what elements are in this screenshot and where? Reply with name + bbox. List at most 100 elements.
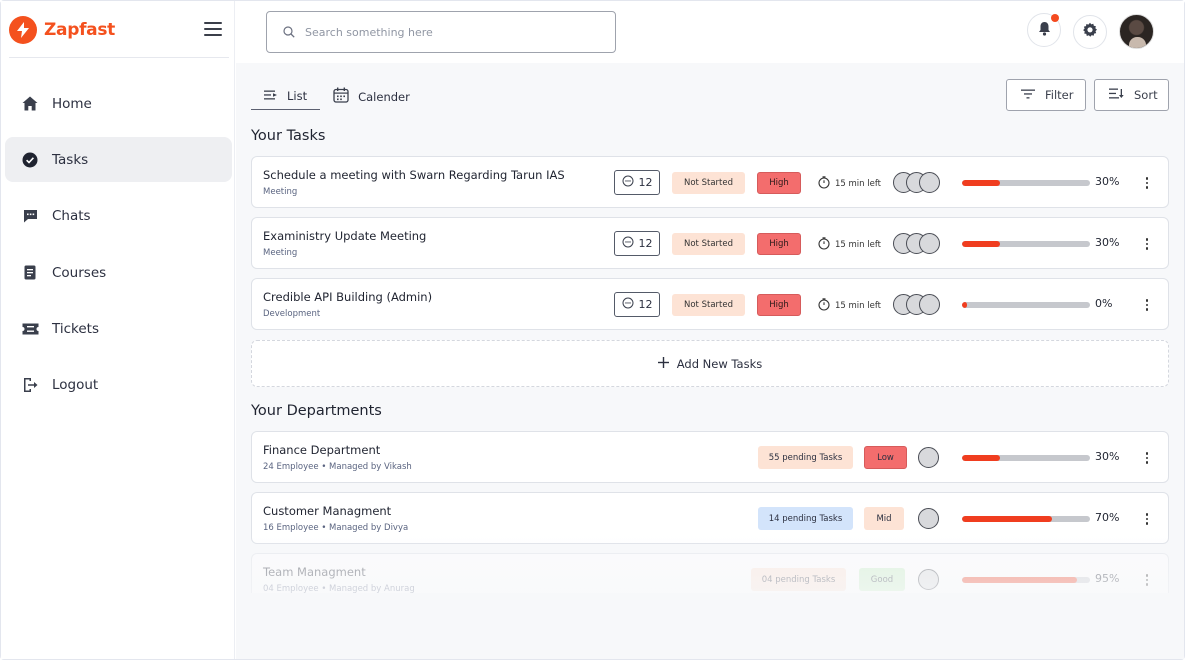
comment-count: 12 [638, 298, 653, 311]
task-title: Credible API Building (Admin) [263, 290, 433, 304]
sidebar-item-home[interactable]: Home [5, 81, 232, 126]
assignee-avatars[interactable] [893, 294, 941, 316]
more-options-icon[interactable] [1139, 449, 1155, 467]
sort-icon [1109, 88, 1124, 102]
document-icon [21, 264, 39, 282]
content-cutoff [236, 593, 1184, 659]
sidebar-item-label: Logout [52, 377, 99, 394]
comment-icon [622, 297, 634, 312]
pending-tasks-badge: 04 pending Tasks [751, 568, 846, 591]
sidebar-item-chats[interactable]: Chats [5, 194, 232, 239]
comments-button[interactable]: 12 [614, 231, 660, 256]
more-options-icon[interactable] [1139, 235, 1155, 253]
filter-icon [1021, 88, 1035, 102]
sidebar-item-tasks[interactable]: Tasks [5, 137, 232, 183]
department-meta: 24 Employee • Managed by Vikash [263, 462, 412, 472]
calendar-icon [333, 87, 349, 106]
department-name: Finance Department [263, 443, 381, 457]
assignee-avatars[interactable] [893, 172, 941, 194]
progress-fill [962, 241, 1001, 247]
sidebar-nav: Home Tasks Chats Courses Tickets [5, 81, 232, 419]
tab-list[interactable]: List [251, 83, 321, 110]
logo[interactable]: Zapfast [9, 16, 115, 44]
tab-calendar[interactable]: Calender [320, 83, 423, 110]
list-icon [264, 89, 278, 103]
search-input[interactable] [305, 25, 595, 39]
level-badge: Mid [864, 507, 904, 530]
assignee-avatars[interactable] [893, 233, 941, 255]
menu-icon[interactable] [204, 22, 222, 36]
department-row[interactable]: Finance Department 24 Employee • Managed… [251, 431, 1169, 483]
tab-label: Calender [358, 89, 410, 104]
bell-icon [1038, 21, 1051, 40]
view-tabs: List Calender [251, 83, 423, 110]
add-new-label: Add New Tasks [676, 356, 763, 371]
progress-bar [962, 455, 1090, 461]
department-row[interactable]: Customer Managment 16 Employee • Managed… [251, 492, 1169, 544]
department-avatar[interactable] [918, 508, 939, 529]
department-avatar[interactable] [918, 447, 939, 468]
progress-fill [962, 516, 1052, 522]
notifications-button[interactable] [1027, 13, 1061, 47]
sidebar-item-tickets[interactable]: Tickets [5, 307, 232, 352]
filter-button[interactable]: Filter [1006, 79, 1086, 111]
progress-bar [962, 241, 1090, 247]
chat-icon [21, 207, 39, 225]
home-icon [21, 95, 39, 113]
sidebar-item-logout[interactable]: Logout [5, 363, 232, 408]
more-options-icon[interactable] [1139, 174, 1155, 192]
task-row[interactable]: Exaministry Update Meeting Meeting 12 No… [251, 217, 1169, 269]
sidebar-item-label: Courses [52, 264, 107, 281]
gear-icon [1082, 22, 1098, 42]
time-left: 15 min left [818, 298, 881, 314]
task-title: Schedule a meeting with Swarn Regarding … [263, 168, 565, 182]
department-name: Customer Managment [263, 504, 392, 518]
comment-count: 12 [638, 237, 653, 250]
time-left: 15 min left [818, 237, 881, 253]
department-meta: 16 Employee • Managed by Divya [263, 523, 409, 533]
progress-fill [962, 577, 1078, 583]
progress-fill [962, 455, 1001, 461]
progress-percent: 30% [1095, 450, 1120, 463]
task-category: Meeting [263, 187, 298, 197]
comments-button[interactable]: 12 [614, 170, 660, 195]
progress-fill [962, 180, 1001, 186]
comment-count: 12 [638, 176, 653, 189]
stopwatch-icon [818, 237, 830, 253]
search-box[interactable] [266, 11, 616, 53]
more-options-icon[interactable] [1139, 510, 1155, 528]
tasks-section-title: Your Tasks [251, 128, 326, 144]
progress-percent: 95% [1095, 572, 1120, 585]
progress-percent: 0% [1095, 297, 1113, 310]
sidebar-item-courses[interactable]: Courses [5, 250, 232, 295]
settings-button[interactable] [1073, 15, 1107, 49]
more-options-icon[interactable] [1139, 296, 1155, 314]
tab-label: List [287, 89, 308, 103]
search-icon [283, 23, 295, 42]
task-row[interactable]: Credible API Building (Admin) Developmen… [251, 278, 1169, 330]
sidebar-item-label: Tickets [52, 321, 99, 338]
check-circle-icon [21, 151, 39, 169]
notification-badge [1051, 14, 1059, 22]
logout-icon [21, 376, 39, 394]
time-left-label: 15 min left [835, 301, 882, 311]
divider [9, 57, 229, 58]
sort-button[interactable]: Sort [1094, 79, 1169, 111]
department-name: Team Managment [263, 565, 366, 579]
comments-button[interactable]: 12 [614, 292, 660, 317]
stopwatch-icon [818, 176, 830, 192]
task-row[interactable]: Schedule a meeting with Swarn Regarding … [251, 156, 1169, 208]
progress-percent: 70% [1095, 511, 1120, 524]
priority-badge: High [757, 172, 801, 194]
avatar[interactable] [1119, 14, 1154, 49]
department-avatar[interactable] [918, 569, 939, 590]
progress-percent: 30% [1095, 236, 1120, 249]
pending-tasks-badge: 55 pending Tasks [758, 446, 853, 469]
sidebar-item-label: Home [52, 95, 92, 112]
time-left: 15 min left [818, 176, 881, 192]
add-new-task-button[interactable]: Add New Tasks [251, 340, 1169, 387]
more-options-icon[interactable] [1139, 571, 1155, 589]
status-badge: Not Started [672, 294, 745, 316]
sidebar-item-label: Chats [52, 208, 91, 225]
priority-badge: High [757, 294, 801, 316]
